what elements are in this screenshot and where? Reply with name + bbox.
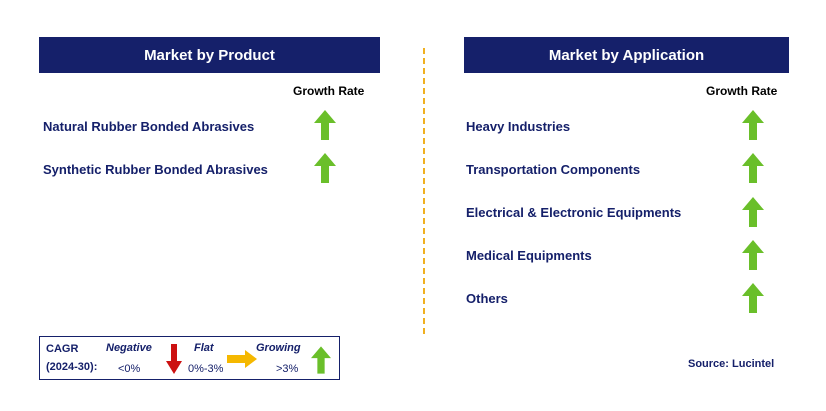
growing-arrow-icon — [742, 283, 764, 313]
growing-arrow-icon — [314, 153, 336, 183]
flat-arrow-icon — [227, 350, 257, 368]
application-panel-header: Market by Application — [464, 37, 789, 73]
cagr-legend: CAGR (2024-30): Negative <0% Flat 0%-3% … — [39, 336, 340, 380]
legend-growing-range: >3% — [276, 363, 299, 375]
growing-arrow-icon — [742, 153, 764, 183]
panel-divider — [423, 48, 425, 334]
application-item-heavy-industries: Heavy Industries — [466, 119, 571, 134]
product-item-natural-rubber: Natural Rubber Bonded Abrasives — [43, 119, 255, 134]
legend-flat-label: Flat — [194, 342, 214, 354]
application-growth-rate-label: Growth Rate — [706, 84, 778, 98]
growing-arrow-icon — [742, 197, 764, 227]
legend-flat-range: 0%-3% — [188, 363, 224, 375]
application-item-others: Others — [466, 291, 508, 306]
legend-period: (2024-30): — [46, 361, 98, 373]
legend-negative-range: <0% — [118, 363, 141, 375]
growing-arrow-icon — [742, 110, 764, 140]
product-growth-rate-label: Growth Rate — [293, 84, 365, 98]
growing-arrow-icon — [742, 240, 764, 270]
application-item-electrical: Electrical & Electronic Equipments — [466, 205, 682, 220]
legend-cagr-label: CAGR — [46, 343, 79, 355]
product-item-synthetic-rubber: Synthetic Rubber Bonded Abrasives — [43, 162, 268, 177]
legend-negative-label: Negative — [106, 342, 152, 354]
growing-arrow-icon — [311, 346, 331, 374]
legend-growing-label: Growing — [256, 342, 301, 354]
application-panel-title: Market by Application — [548, 46, 705, 64]
application-item-transportation: Transportation Components — [466, 162, 641, 177]
source-note: Source: Lucintel — [688, 358, 775, 370]
product-panel-header: Market by Product — [39, 37, 380, 73]
negative-arrow-icon — [166, 344, 182, 374]
growing-arrow-icon — [314, 110, 336, 140]
application-item-medical: Medical Equipments — [466, 248, 592, 263]
product-panel-title: Market by Product — [144, 46, 275, 64]
